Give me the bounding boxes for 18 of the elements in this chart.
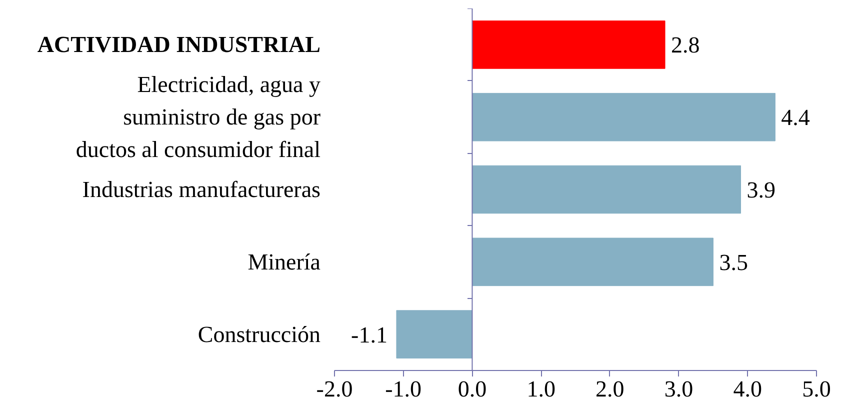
y-tick-label: Electricidad, agua y suministro de gas por ductos al consumidor final xyxy=(76,72,321,162)
x-tick-label: 3.0 xyxy=(664,376,694,402)
x-tick-label: 5.0 xyxy=(802,376,831,402)
x-tick-label: 4.0 xyxy=(733,376,762,402)
data-label: 2.8 xyxy=(671,32,700,58)
y-tick-label: Industrias manufactureras xyxy=(82,177,321,202)
y-tick-label: ACTIVIDAD INDUSTRIAL xyxy=(37,32,321,58)
x-tick-label: 2.0 xyxy=(596,376,624,402)
x-tick-label: 1.0 xyxy=(526,376,556,402)
x-tick-label: 0.0 xyxy=(458,376,487,402)
data-label: 3.5 xyxy=(719,250,748,275)
data-label: 4.4 xyxy=(781,105,810,130)
x-tick-label: -1.0 xyxy=(385,376,422,402)
y-tick-label: Construcción xyxy=(198,322,321,347)
data-label: 3.9 xyxy=(746,178,776,202)
x-tick-label: -2.0 xyxy=(316,376,353,402)
data-label: -1.1 xyxy=(351,322,388,348)
y-tick-label: Minería xyxy=(248,249,321,274)
